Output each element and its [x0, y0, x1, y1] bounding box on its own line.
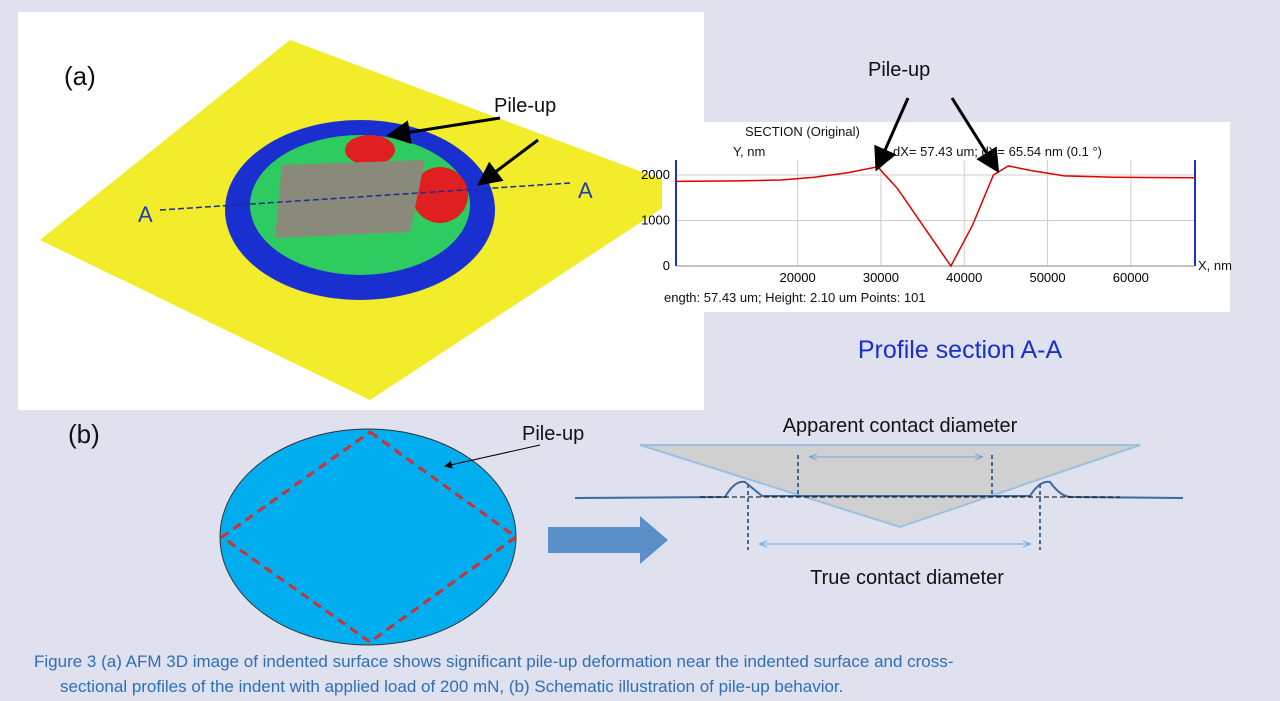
- y-tick-label: 2000: [641, 167, 670, 182]
- caption-line: sectional profiles of the indent with ap…: [60, 677, 843, 696]
- x-tick-label: 40000: [946, 270, 982, 285]
- pileup-red: [345, 135, 395, 165]
- x-axis-label: X, nm: [1198, 258, 1232, 273]
- page: (a) Pile-up A A 0 1000 2000 20000 30000 40000…: [0, 0, 1280, 701]
- panel-label: (b): [68, 419, 100, 449]
- x-tick-label: 30000: [863, 270, 899, 285]
- marker: A: [138, 202, 153, 227]
- y-axis-label: Y, nm: [733, 144, 765, 159]
- x-tick-label: 50000: [1029, 270, 1065, 285]
- pileup-label: Pile-up: [494, 95, 556, 117]
- x-tick-label: 60000: [1113, 270, 1149, 285]
- panel-label: (a): [64, 61, 96, 91]
- y-tick-label: 1000: [641, 213, 670, 228]
- indent: [275, 160, 425, 238]
- y-tick-label: 0: [663, 258, 670, 273]
- profile-caption: Profile section A-A: [858, 336, 1063, 364]
- figure: (a) Pile-up A A 0 1000 2000 20000 30000 40000…: [0, 0, 1280, 701]
- apparent-label: Apparent contact diameter: [783, 415, 1018, 437]
- pileup-label: Pile-up: [522, 423, 584, 445]
- caption-line: Figure 3 (a) AFM 3D image of indented su…: [34, 652, 953, 671]
- marker: A: [578, 178, 593, 203]
- profile-footer: ength: 57.43 um; Height: 2.10 um Points:…: [664, 290, 926, 305]
- pileup-label: Pile-up: [868, 59, 930, 81]
- true-label: True contact diameter: [810, 567, 1004, 589]
- arrow: [548, 516, 668, 564]
- readout: dX= 57.43 um; dY= 65.54 nm (0.1 °): [893, 144, 1102, 159]
- profile-header: SECTION (Original): [745, 124, 860, 139]
- x-tick-label: 20000: [780, 270, 816, 285]
- indent-top-view: [220, 429, 516, 645]
